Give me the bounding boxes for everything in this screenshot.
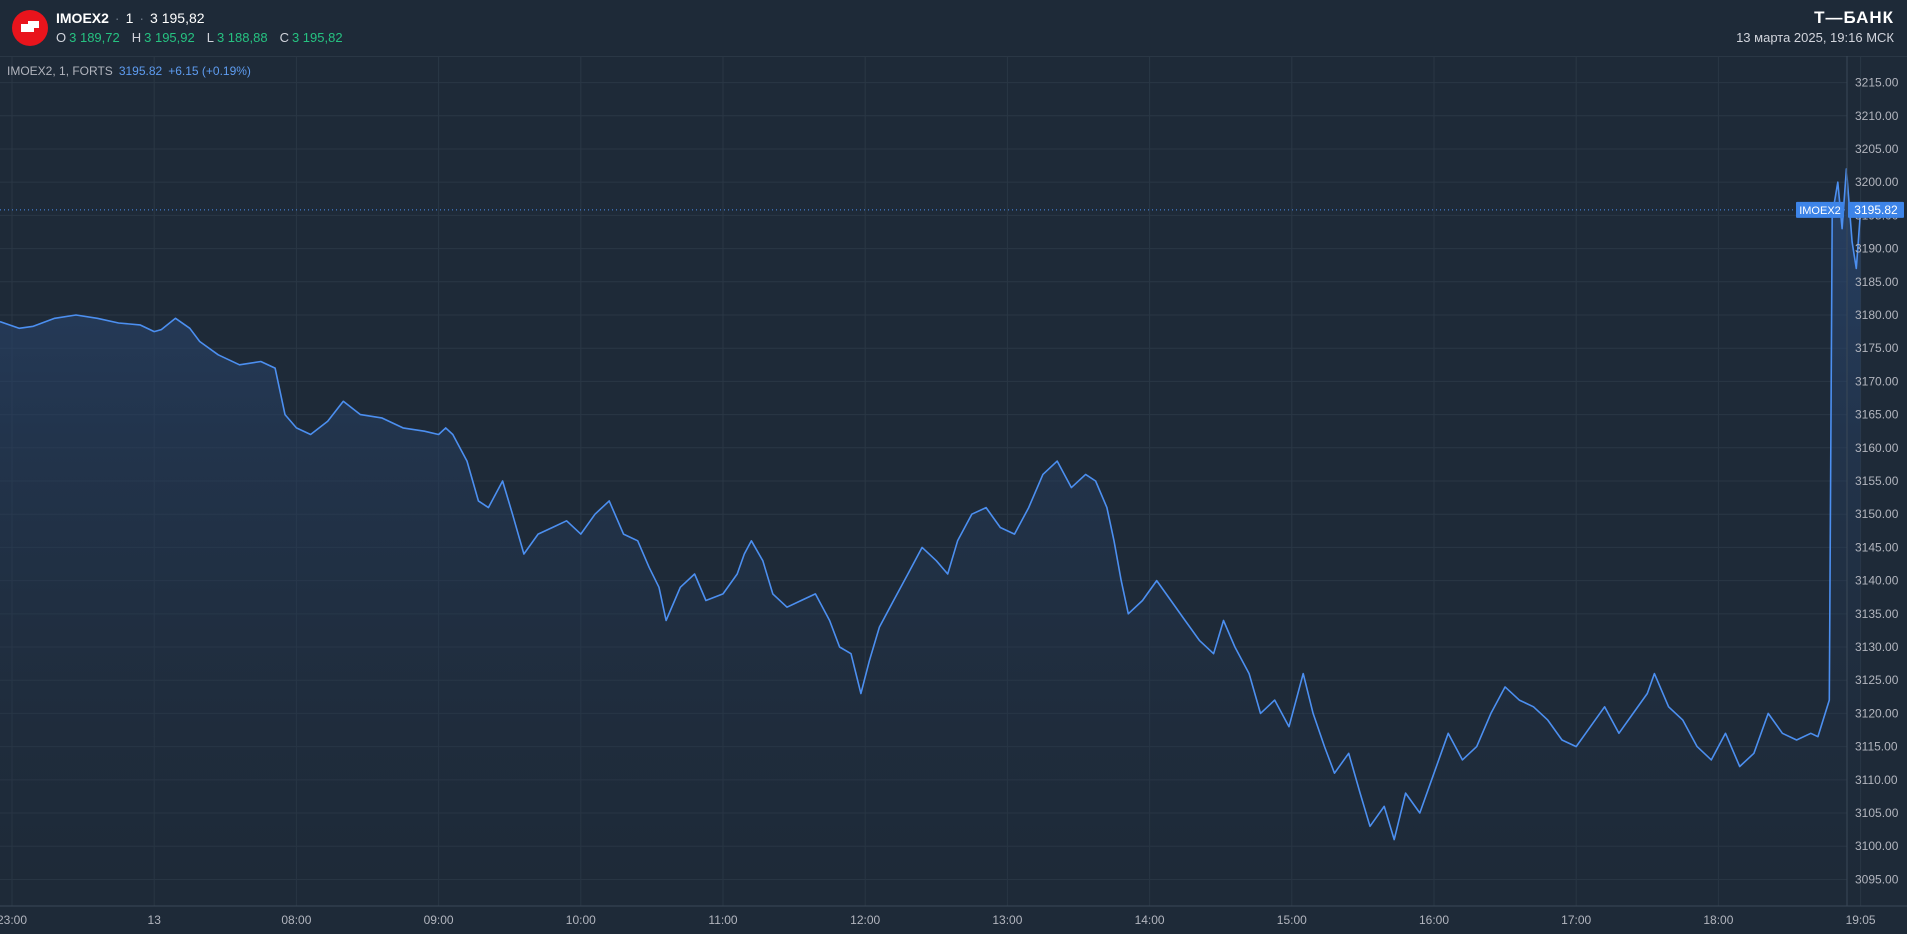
price-tick-label: 3095.00 [1855,872,1899,886]
time-axis[interactable]: 23:00 13 08:00 09:00 10:00 11:00 12:00 13:00 14:… [0,913,1876,927]
brand-logo: Т—БАНК [1814,8,1894,27]
symbol-name[interactable]: IMOEX2 [56,10,109,26]
price-tick-label: 3190.00 [1855,242,1899,256]
price-line[interactable] [0,168,1862,841]
time-tick-label: 08:00 [281,913,311,927]
interval-label[interactable]: 1 [125,10,134,26]
separator-dot: · [139,10,145,26]
symbol-badge-label: IMOEX2 [1799,205,1841,217]
price-tick-label: 3110.00 [1855,773,1898,787]
time-tick-label: 15:00 [1277,913,1307,927]
price-tick-label: 3160.00 [1855,441,1899,455]
last-price: 3 195,82 [150,10,205,26]
price-tick-label: 3175.00 [1855,341,1899,355]
price-tick-label: 3185.00 [1855,275,1899,289]
price-tick-label: 3150.00 [1855,507,1899,521]
price-area [0,168,1861,906]
price-tick-label: 3165.00 [1855,408,1899,422]
last-price-badges: IMOEX2 3195.82 [1796,201,1904,218]
price-tick-label: 3215.00 [1855,76,1899,90]
time-tick-label: 13 [148,913,162,927]
open-value: 3 189,72 [69,30,120,45]
price-tick-label: 3140.00 [1855,574,1899,588]
price-tick-label: 3145.00 [1855,540,1899,554]
time-tick-label: 16:00 [1419,913,1449,927]
price-badge-label: 3195.82 [1854,203,1898,217]
time-tick-label: 10:00 [566,913,596,927]
price-chart[interactable]: 3095.00 3100.00 3105.00 3110.00 3115.00 3120.… [0,56,1907,934]
time-tick-label: 19:05 [1846,913,1876,927]
price-tick-label: 3170.00 [1855,374,1899,388]
price-tick-label: 3210.00 [1855,109,1899,123]
price-tick-label: 3200.00 [1855,175,1899,189]
low-value: 3 188,88 [216,30,268,45]
open-key: O [56,30,67,45]
legend-series-name[interactable]: IMOEX2, 1, FORTS [7,64,113,78]
price-tick-label: 3115.00 [1855,740,1898,754]
time-tick-label: 23:00 [0,913,27,927]
close-value: 3 195,82 [291,30,343,45]
time-tick-label: 18:00 [1703,913,1733,927]
price-tick-label: 3105.00 [1855,806,1899,820]
price-tick-label: 3155.00 [1855,474,1899,488]
legend-price: 3195.82 [118,64,163,78]
symbol-badge [1796,201,1844,218]
tbank-logo-icon [12,10,48,46]
price-tick-label: 3135.00 [1855,607,1899,621]
time-tick-label: 17:00 [1561,913,1591,927]
symbol-row: IMOEX2 · 1 · 3 195,82 [56,10,205,26]
time-tick-label: 12:00 [850,913,880,927]
header-datetime: 13 марта 2025, 19:16 МСК [1736,30,1894,45]
price-tick-label: 3130.00 [1855,640,1899,654]
series-legend: IMOEX2, 1, FORTS 3195.82 +6.15 (+0.19%) [7,64,251,78]
price-tick-label: 3205.00 [1855,142,1899,156]
price-tick-label: 3100.00 [1855,839,1899,853]
time-tick-label: 13:00 [992,913,1022,927]
legend-change: +6.15 (+0.19%) [168,64,251,78]
price-tick-label: 3125.00 [1855,673,1899,687]
price-tick-label: 3120.00 [1855,706,1899,720]
price-badge [1848,201,1904,218]
low-key: L [206,30,214,45]
high-value: 3 195,92 [144,30,195,45]
time-tick-label: 11:00 [708,913,737,927]
price-tick-label: 3180.00 [1855,308,1899,322]
high-key: H [131,30,142,45]
time-tick-label: 09:00 [424,913,454,927]
price-axis[interactable]: 3095.00 3100.00 3105.00 3110.00 3115.00 3120.… [1855,76,1899,887]
close-key: C [279,30,289,45]
time-tick-label: 14:00 [1135,913,1165,927]
separator-dot: · [114,10,120,26]
